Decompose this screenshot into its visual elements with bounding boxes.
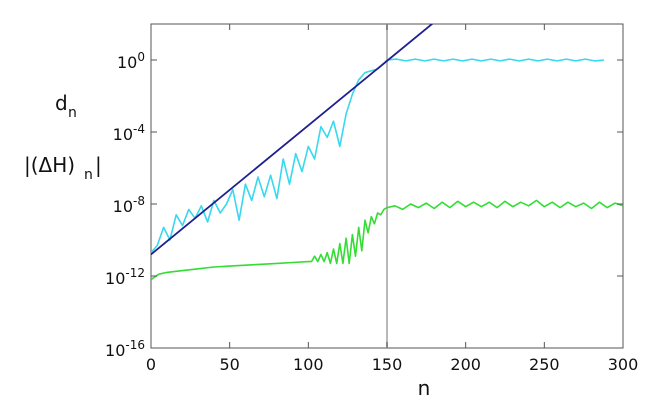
y-tick-label: 100	[117, 50, 145, 72]
x-tick-label: 300	[608, 355, 639, 374]
x-tick-label: 0	[146, 355, 156, 374]
x-tick-label: 250	[529, 355, 560, 374]
x-tick-label: 200	[450, 355, 481, 374]
ylabel-d: d	[55, 91, 68, 115]
plot-area	[150, 23, 624, 349]
y-tick-label: 10-8	[113, 194, 145, 216]
ylabel-delta-h: |(ΔH)	[24, 153, 75, 177]
fit-line	[151, 24, 434, 256]
ylabel-delta-h-bar: |	[95, 153, 102, 177]
ylabel-delta-h-subscript: n	[84, 167, 93, 183]
y-axis-title: d n |(ΔH) n |	[24, 91, 102, 183]
y-tick-label: 10-12	[105, 266, 145, 288]
x-tick-label: 100	[293, 355, 324, 374]
ylabel-d-subscript: n	[68, 105, 77, 121]
green-series-line	[151, 199, 623, 281]
x-tick-label: 150	[372, 355, 403, 374]
y-tick-label: 10-16	[105, 338, 145, 360]
x-axis-title: n	[418, 376, 431, 400]
x-tick-label: 50	[219, 355, 239, 374]
y-tick-label: 10-4	[113, 122, 145, 144]
cyan-series-line	[151, 58, 605, 254]
